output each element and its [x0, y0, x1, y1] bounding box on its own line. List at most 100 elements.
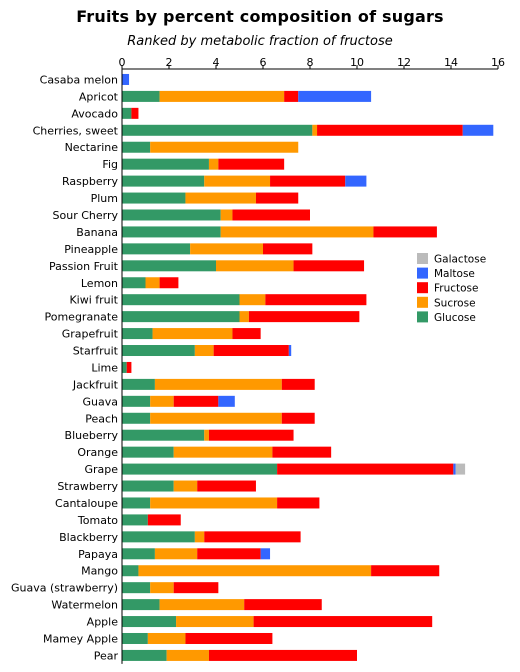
bar-plum-fructose [255, 192, 299, 204]
category-label-orange: Orange [77, 446, 118, 459]
category-label-fig: Fig [102, 158, 118, 171]
bar-avocado-glucose [122, 107, 132, 119]
bar-watermelon-sucrose [159, 599, 245, 611]
bar-grapefruit-glucose [122, 328, 153, 340]
bar-blueberry-fructose [208, 429, 294, 441]
x-tick-label-8: 8 [307, 56, 314, 69]
bar-avocado-fructose [131, 107, 139, 119]
bar-papaya-glucose [122, 548, 155, 560]
bar-grape-galactose [455, 463, 466, 475]
bar-raspberry-glucose [122, 175, 205, 187]
bar-pineapple-sucrose [190, 243, 263, 255]
bar-kiwi-fruit-sucrose [239, 294, 266, 306]
bar-raspberry-maltose [345, 175, 367, 187]
chart-subtitle: Ranked by metabolic fraction of fructose [127, 34, 393, 49]
bar-watermelon-fructose [244, 599, 322, 611]
bar-blueberry-glucose [122, 429, 205, 441]
x-tick-label-4: 4 [213, 56, 220, 69]
legend-label-maltose: Maltose [434, 268, 475, 280]
category-label-casaba-melon: Casaba melon [40, 73, 118, 86]
bar-grapefruit-sucrose [152, 328, 233, 340]
category-label-pear: Pear [94, 649, 119, 662]
category-label-pineapple: Pineapple [64, 243, 118, 256]
category-label-blueberry: Blueberry [65, 429, 119, 442]
category-label-nectarine: Nectarine [65, 141, 119, 154]
bar-casaba-melon-maltose [122, 73, 130, 85]
bar-papaya-fructose [197, 548, 261, 560]
bar-grape-fructose [277, 463, 454, 475]
bar-starfruit-fructose [213, 345, 289, 357]
category-label-apple: Apple [87, 616, 119, 629]
category-label-grapefruit: Grapefruit [62, 328, 119, 341]
legend-swatch-sucrose [417, 296, 428, 308]
bar-peach-glucose [122, 412, 151, 424]
category-label-guava-strawberry: Guava (strawberry) [11, 582, 118, 595]
bar-strawberry-sucrose [173, 480, 198, 492]
bar-lemon-sucrose [145, 277, 160, 289]
bar-lime-glucose [122, 361, 127, 373]
category-label-lemon: Lemon [81, 277, 118, 290]
bar-kiwi-fruit-fructose [265, 294, 367, 306]
bar-mango-fructose [371, 565, 440, 577]
bar-mamey-apple-fructose [185, 632, 273, 644]
bar-peach-sucrose [150, 412, 282, 424]
category-label-avocado: Avocado [71, 107, 118, 120]
category-label-sour-cherry: Sour Cherry [53, 209, 119, 222]
bar-lemon-glucose [122, 277, 146, 289]
category-label-peach: Peach [85, 412, 118, 425]
bar-apple-fructose [253, 616, 433, 628]
bar-guava-strawberry-glucose [122, 582, 151, 594]
bar-guava-maltose [218, 395, 235, 407]
bar-blackberry-fructose [204, 531, 301, 543]
bar-nectarine-glucose [122, 141, 151, 153]
bar-blackberry-sucrose [194, 531, 205, 543]
x-tick-label-12: 12 [397, 56, 411, 69]
bar-pear-fructose [208, 649, 357, 661]
category-label-apricot: Apricot [79, 90, 119, 103]
bar-tomato-glucose [122, 514, 148, 526]
bar-passion-fruit-fructose [293, 260, 365, 272]
bar-orange-fructose [272, 446, 332, 458]
category-label-mango: Mango [81, 565, 118, 578]
category-labels: Casaba melon Apricot Avocado Cherries, swee… [11, 73, 119, 662]
category-label-starfruit: Starfruit [73, 345, 119, 358]
bar-tomato-fructose [147, 514, 181, 526]
bar-guava-sucrose [150, 395, 174, 407]
legend-swatch-galactose [417, 253, 428, 264]
legend-label-glucose: Glucose [434, 312, 476, 324]
x-tick-label-0: 0 [119, 56, 126, 69]
bar-kiwi-fruit-glucose [122, 294, 240, 306]
bar-nectarine-sucrose [150, 141, 299, 153]
category-label-cherries-sweet: Cherries, sweet [33, 124, 119, 137]
bar-cherries-sweet-glucose [122, 124, 313, 136]
bar-apple-sucrose [176, 616, 254, 628]
category-label-banana: Banana [76, 226, 118, 239]
bar-banana-fructose [373, 226, 437, 238]
bar-mamey-apple-glucose [122, 632, 148, 644]
category-label-strawberry: Strawberry [57, 480, 118, 493]
legend-swatch-fructose [417, 282, 428, 294]
bar-papaya-maltose [260, 548, 271, 560]
bar-guava-fructose [173, 395, 219, 407]
bar-starfruit-glucose [122, 345, 195, 357]
legend-label-fructose: Fructose [434, 283, 479, 295]
bar-pomegranate-fructose [248, 311, 360, 323]
bar-blackberry-glucose [122, 531, 195, 543]
bar-pineapple-glucose [122, 243, 191, 255]
bar-area [122, 73, 494, 661]
bar-grape-maltose [453, 463, 456, 475]
bar-orange-glucose [122, 446, 174, 458]
bar-apple-glucose [122, 616, 177, 628]
bar-peach-fructose [281, 412, 315, 424]
bar-raspberry-sucrose [204, 175, 271, 187]
bar-apricot-maltose [298, 90, 372, 102]
bar-lime-fructose [126, 361, 132, 373]
bar-jackfruit-sucrose [154, 378, 282, 390]
legend: Galactose Maltose Fructose Sucrose Glucose [417, 253, 486, 324]
x-tick-label-16: 16 [491, 56, 505, 69]
category-label-passion-fruit: Passion Fruit [49, 260, 119, 273]
x-axis: 0 2 4 6 8 10 12 14 16 [119, 56, 505, 664]
bar-passion-fruit-glucose [122, 260, 216, 272]
bar-jackfruit-fructose [281, 378, 315, 390]
bar-apricot-fructose [284, 90, 299, 102]
